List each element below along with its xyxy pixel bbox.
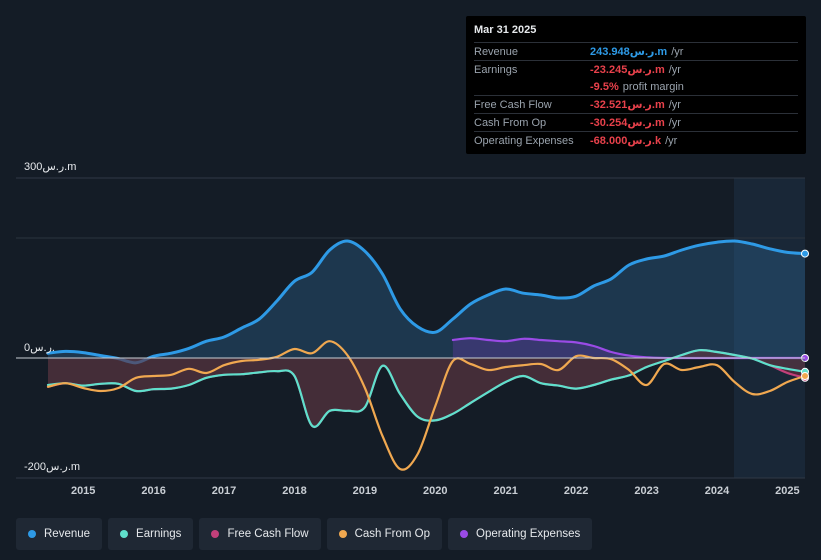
tooltip-row-value: -9.5% — [590, 80, 619, 93]
x-tick-label: 2018 — [282, 485, 307, 497]
tooltip-row: Revenue 243.948ر.س.m/yr — [474, 42, 798, 60]
legend: Revenue Earnings Free Cash Flow Cash From O… — [16, 518, 593, 550]
legend-item[interactable]: Operating Expenses — [448, 518, 593, 550]
y-axis-label-zero: 0ر.س. — [24, 342, 55, 354]
tooltip-row-value: -32.521ر.س.m — [590, 99, 665, 111]
tooltip-row-label: Free Cash Flow — [474, 98, 552, 111]
series-area-earnings — [48, 350, 805, 427]
tooltip-row-label: Revenue — [474, 45, 519, 58]
tooltip-row-label: Cash From Op — [474, 116, 547, 129]
x-tick-label: 2025 — [775, 485, 800, 497]
tooltip: Mar 31 2025 Revenue 243.948ر.س.m/yr Earnin… — [466, 16, 806, 154]
legend-label: Revenue — [44, 528, 91, 540]
legend-dot-icon — [120, 530, 129, 538]
legend-label: Operating Expenses — [476, 528, 581, 540]
x-tick-label: 2019 — [352, 485, 378, 497]
tooltip-row-label: Earnings — [474, 63, 518, 76]
x-tick-label: 2023 — [634, 485, 659, 497]
legend-item[interactable]: Free Cash Flow — [199, 518, 321, 550]
legend-dot-icon — [460, 530, 469, 538]
x-tick-label: 2020 — [423, 485, 448, 497]
legend-item[interactable]: Earnings — [108, 518, 194, 550]
tooltip-row-suffix: /yr — [668, 98, 681, 111]
tooltip-row: Earnings -23.245ر.س.m/yr — [474, 60, 798, 78]
y-axis-label-bottom: -200ر.س.m — [24, 461, 81, 473]
legend-label: Earnings — [136, 528, 182, 540]
series-area-operating-expenses — [452, 338, 805, 359]
x-tick-label: 2015 — [70, 485, 96, 497]
x-tick-label: 2016 — [141, 485, 166, 497]
series-endpoint-revenue — [801, 249, 809, 258]
series-area-revenue — [48, 240, 805, 363]
legend-label: Free Cash Flow — [227, 528, 309, 540]
x-tick-label: 2022 — [563, 485, 589, 497]
tooltip-row: -9.5% profit margin — [474, 78, 798, 95]
tooltip-row-value: 243.948ر.س.m — [590, 46, 668, 58]
legend-dot-icon — [338, 530, 347, 538]
tooltip-row: Free Cash Flow -32.521ر.س.m/yr — [474, 95, 798, 113]
tooltip-row: Operating Expenses -68.000ر.س.k/yr — [474, 131, 798, 149]
series-line-revenue — [46, 239, 807, 365]
tooltip-row-label: Operating Expenses — [474, 134, 574, 147]
tooltip-row-value: -30.254ر.س.m — [590, 117, 665, 129]
forecast-band — [734, 178, 805, 478]
legend-dot-icon — [28, 530, 36, 538]
tooltip-row-value: -68.000ر.س.k — [590, 135, 662, 147]
tooltip-row-value: -23.245ر.س.m — [590, 64, 665, 76]
tooltip-row-suffix: /yr — [665, 134, 678, 147]
legend-label: Cash From Op — [354, 528, 431, 540]
series-endpoint-cash-from-op — [801, 372, 809, 380]
tooltip-row-suffix: profit margin — [622, 80, 684, 93]
series-line-earnings — [46, 349, 807, 429]
tooltip-rows: Revenue 243.948ر.س.m/yr Earnings -23.245ر.س… — [474, 42, 798, 149]
y-axis-label-top: 300ر.س.m — [24, 161, 77, 173]
x-tick-label: 2017 — [211, 485, 237, 497]
tooltip-date: Mar 31 2025 — [474, 24, 537, 36]
legend-dot-icon — [211, 530, 220, 538]
tooltip-row: Cash From Op -30.254ر.س.m/yr — [474, 113, 798, 131]
x-tick-label: 2021 — [493, 485, 518, 497]
series-line-cash-from-op — [46, 340, 807, 471]
tooltip-row-suffix: /yr — [671, 45, 684, 58]
legend-item[interactable]: Revenue — [16, 518, 103, 550]
series-area-free-cash-flow — [48, 350, 805, 427]
legend-item[interactable]: Cash From Op — [326, 518, 443, 550]
tooltip-row-suffix: /yr — [668, 116, 681, 129]
series-layer — [46, 239, 809, 471]
tooltip-row-suffix: /yr — [668, 63, 681, 76]
x-tick-label: 2024 — [704, 485, 730, 497]
